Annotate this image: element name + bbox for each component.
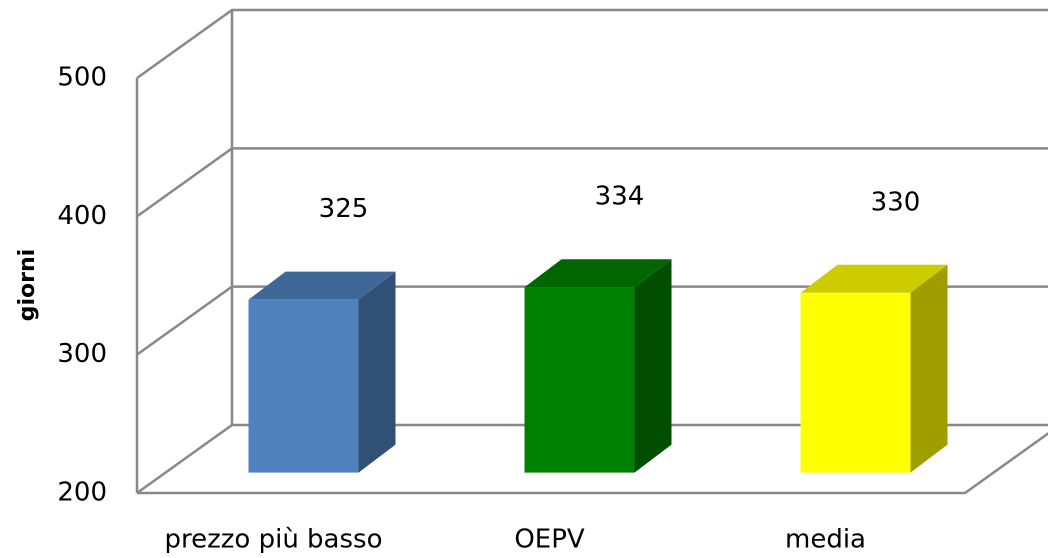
y-tick-label: 500	[57, 63, 107, 93]
bar-side	[910, 264, 948, 473]
bar-side	[634, 259, 672, 473]
bar-top	[248, 271, 396, 300]
x-tick-label: prezzo più basso	[165, 525, 383, 555]
x-tick-label: OEPV	[514, 525, 585, 555]
y-tick-label: 200	[57, 478, 107, 508]
y-tick-label: 300	[57, 339, 107, 369]
floor-edge	[137, 432, 1048, 495]
x-tick-label: media	[785, 525, 866, 555]
value-label: 334	[595, 182, 645, 212]
value-label: 325	[319, 194, 369, 224]
value-label: 330	[871, 187, 921, 217]
grid-line	[136, 8, 1048, 80]
y-axis-label: giorni	[15, 249, 40, 321]
bar-side	[358, 271, 396, 473]
y-tick-label: 400	[57, 201, 107, 231]
bar-top	[524, 259, 672, 288]
bar	[248, 299, 359, 473]
bar	[800, 292, 911, 473]
bar	[524, 287, 635, 473]
bar-top	[800, 264, 948, 293]
